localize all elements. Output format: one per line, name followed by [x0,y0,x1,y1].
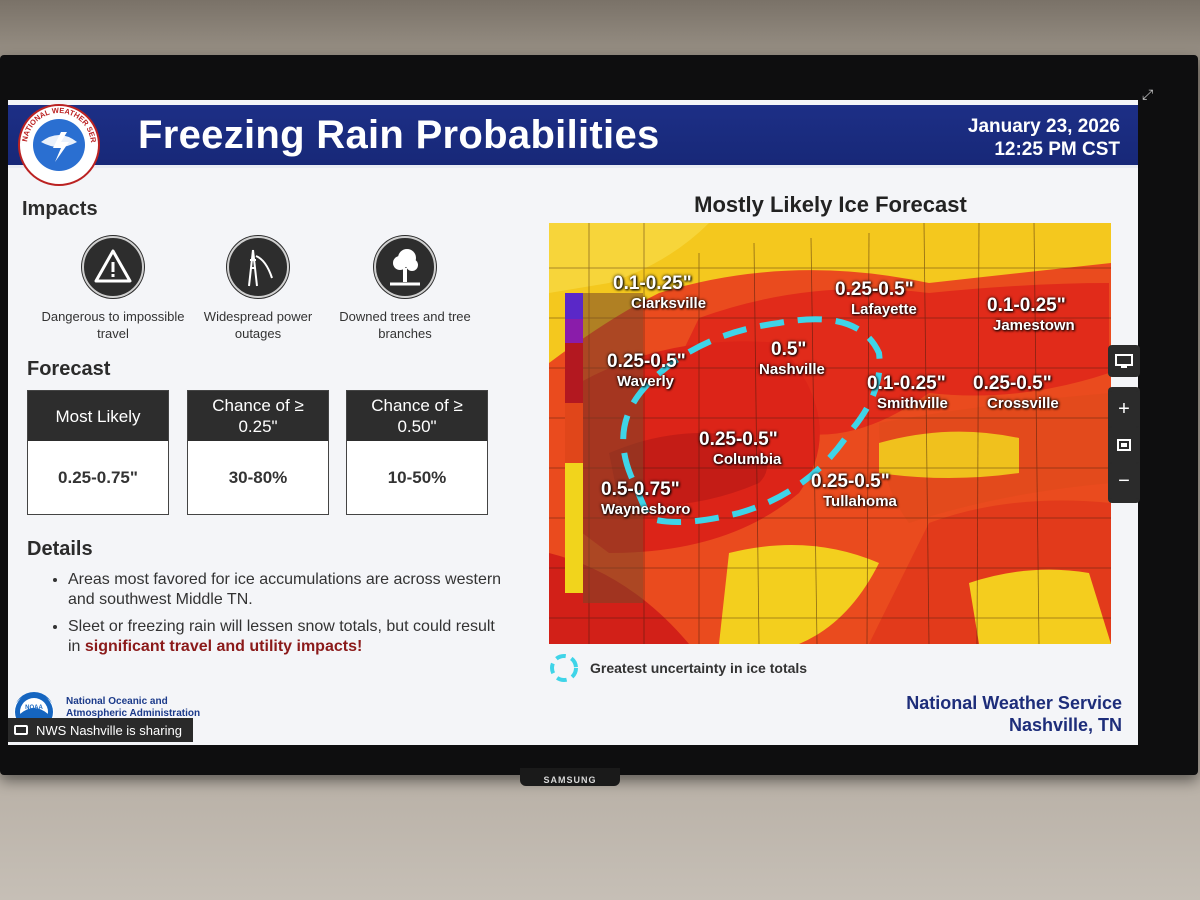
uncertainty-legend-text: Greatest uncertainty in ice totals [590,660,808,676]
impact-travel: Dangerous to impossible travel [38,236,188,342]
nws-office: National Weather Service Nashville, TN [906,692,1122,736]
map-label-value: 0.25-0.5" [835,279,914,300]
downed-tree-icon [374,236,436,298]
forecast-most-likely-box: Most Likely 0.25-0.75" [27,390,169,515]
share-text: NWS Nashville is sharing [36,722,182,738]
ice-map-graphic [549,222,1111,645]
impact-label: Dangerous to impossible travel [41,309,185,341]
forecast-box-header: Chance of ≥ 0.50" [347,391,487,441]
map-label-city: Jamestown [993,317,1075,334]
map-label-value: 0.25-0.5" [973,373,1052,394]
map-label-value: 0.25-0.5" [811,471,890,492]
map-label-lafayette: 0.25-0.5" Lafayette [835,279,917,318]
forecast-box-value: 30-80% [228,467,288,487]
map-label-crossville: 0.25-0.5" Crossville [973,373,1059,412]
forecast-chance-050-box: Chance of ≥ 0.50" 10-50% [346,390,488,515]
fit-screen-button[interactable] [1108,427,1140,463]
fit-screen-icon [1117,439,1131,451]
map-label-value: 0.1-0.25" [867,373,946,394]
map-label-nashville: 0.5" Nashville [759,339,825,378]
map-label-waynesboro: 0.5-0.75" Waynesboro [601,479,690,518]
map-label-city: Columbia [713,451,782,468]
slide-title: Freezing Rain Probabilities [138,113,660,157]
forecast-box-value: 0.25-0.75" [58,467,138,487]
details-bullet: Areas most favored for ice accumulations… [68,570,504,610]
room-ceiling [0,0,1200,60]
ice-forecast-map: 0.1-0.25" Clarksville 0.25-0.5" Lafayett… [549,222,1111,645]
screen-view-icon [1115,354,1133,368]
room-wall [0,780,1200,900]
forecast-heading: Forecast [27,358,111,380]
nws-office-name: National Weather Service [906,693,1122,713]
impact-label: Widespread power outages [203,309,313,341]
map-label-columbia: 0.25-0.5" Columbia [699,429,781,468]
uncertainty-outline [620,316,883,525]
fullscreen-icon[interactable]: ⤢ [1142,86,1154,102]
map-title: Mostly Likely Ice Forecast [694,192,967,217]
nws-logo-icon: NATIONAL WEATHER SERVICE [13,102,100,186]
tv-brand-logo: SAMSUNG [543,775,597,785]
map-label-city: Crossville [987,395,1059,412]
details-list: Areas most favored for ice accumulations… [34,570,504,664]
forecast-box-value: 10-50% [387,467,447,487]
slide-screen: Freezing Rain Probabilities January 23, … [8,100,1138,745]
map-label-city: Nashville [759,361,825,378]
tv-stand [520,768,620,786]
map-label-value: 0.5-0.75" [601,479,680,500]
map-label-city: Smithville [877,395,948,412]
screen-view-button[interactable] [1108,345,1140,377]
screen-share-indicator[interactable]: NWS Nashville is sharing [8,718,193,742]
map-label-value: 0.1-0.25" [613,273,692,294]
forecast-chance-025-box: Chance of ≥ 0.25" 30-80% [187,390,329,515]
noaa-logo-text: NOAA [25,705,43,711]
map-label-city: Clarksville [631,295,707,312]
impacts-heading: Impacts [22,198,98,220]
map-label-value: 0.25-0.5" [607,351,686,372]
warning-triangle-icon [82,236,144,298]
map-label-jamestown: 0.1-0.25" Jamestown [987,295,1075,334]
zoom-out-button[interactable]: − [1108,463,1140,499]
slide-datetime: January 23, 2026 12:25 PM CST [968,115,1120,161]
map-label-tullahoma: 0.25-0.5" Tullahoma [811,471,897,510]
map-label-value: 0.1-0.25" [987,295,1066,316]
map-label-smithville: 0.1-0.25" Smithville [867,373,948,412]
uncertainty-ring-icon [550,654,578,682]
noaa-name-line: Atmospheric Administration [66,708,201,719]
details-heading: Details [27,538,93,560]
map-label-city: Lafayette [851,301,917,318]
impact-label: Downed trees and tree branches [339,309,471,341]
uncertainty-legend: Greatest uncertainty in ice totals [548,652,807,684]
map-label-city: Waverly [617,373,674,390]
map-label-city: Tullahoma [823,493,897,510]
zoom-controls: + − [1108,387,1140,503]
noaa-name-line: National Oceanic and [66,696,168,707]
map-label-value: 0.25-0.5" [699,429,778,450]
impact-power: Widespread power outages [183,236,333,342]
viewer-controls: + − [1108,345,1144,503]
slide-header: Freezing Rain Probabilities January 23, … [8,105,1138,168]
slide-date: January 23, 2026 [967,116,1120,137]
details-bullet: Sleet or freezing rain will lessen snow … [68,617,504,657]
map-label-value: 0.5" [771,339,807,360]
map-label-waverly: 0.25-0.5" Waverly [607,351,686,390]
details-highlight: significant travel and utility impacts! [84,638,363,655]
details-bullet-text: Sleet or freezing rain will lessen snow … [68,618,495,655]
power-line-icon [227,236,289,298]
impact-trees: Downed trees and tree branches [330,236,480,342]
map-label-city: Waynesboro [601,501,691,518]
ice-legend-bar [565,293,643,603]
nws-office-location: Nashville, TN [1008,715,1122,735]
forecast-box-header: Chance of ≥ 0.25" [188,391,328,441]
noaa-name: National Oceanic and Atmospheric Adminis… [66,696,200,720]
forecast-box-header: Most Likely [28,391,168,441]
monitor-icon [14,725,28,735]
map-label-clarksville: 0.1-0.25" Clarksville [613,273,706,312]
slide-time: 12:25 PM CST [994,139,1120,160]
zoom-in-button[interactable]: + [1108,391,1140,427]
